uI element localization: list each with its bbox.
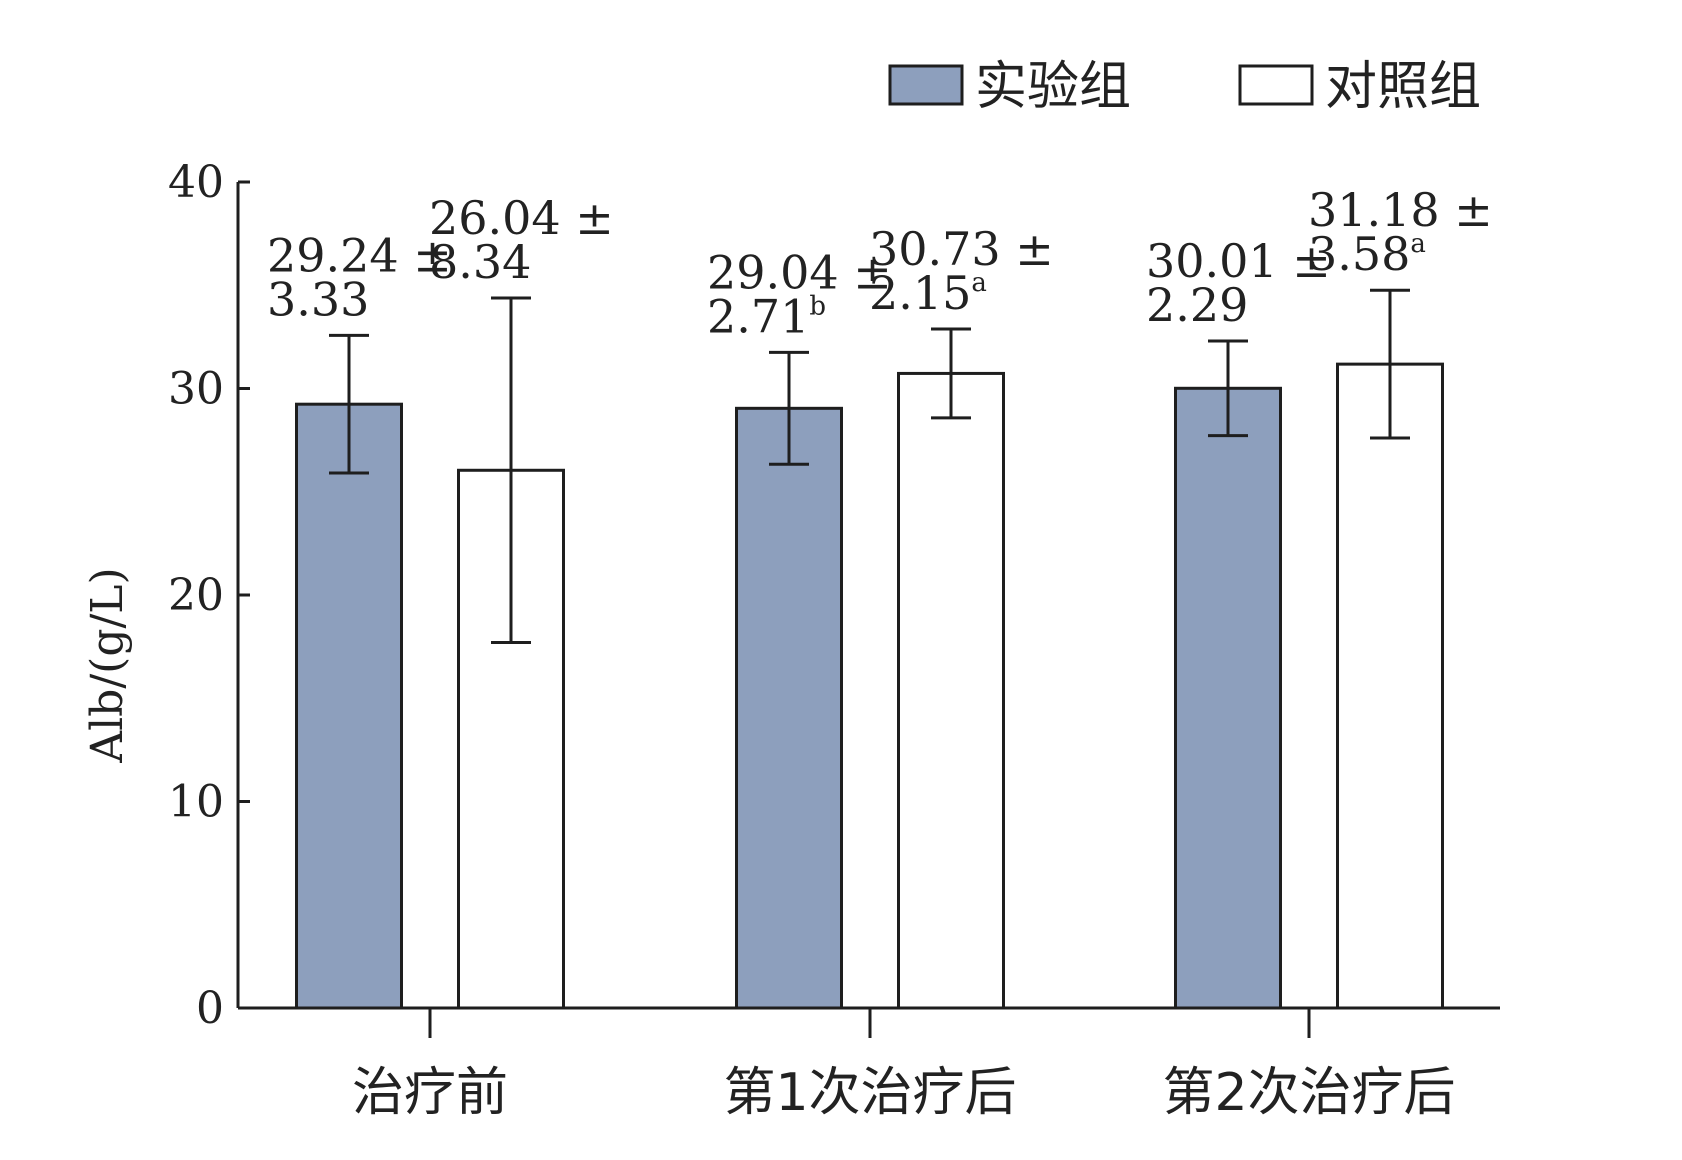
significance-marker: a bbox=[971, 268, 987, 298]
y-tick-label: 30 bbox=[168, 364, 224, 415]
data-label: 29.04 ± bbox=[707, 245, 892, 299]
x-tick-label: 治疗前 bbox=[352, 1063, 508, 1123]
legend: 实验组 对照组 bbox=[888, 57, 1481, 117]
significance-marker: a bbox=[1410, 229, 1426, 259]
data-label: 30.73 ± bbox=[869, 222, 1054, 276]
data-label: 2.71b bbox=[707, 289, 826, 343]
data-label: 31.18 ± bbox=[1308, 183, 1493, 237]
bar bbox=[1174, 386, 1282, 1010]
bar bbox=[295, 402, 403, 1010]
data-label: 26.04 ± bbox=[429, 191, 614, 245]
axes: 0 10 20 30 40 治疗前 第1次治疗后 第2次治疗后 bbox=[168, 157, 1500, 1123]
data-label: 8.34 bbox=[429, 235, 531, 289]
data-labels: 29.24 ±3.33 29.04 ±2.71b 30.01 ±2.29 26.04 … bbox=[267, 183, 1493, 343]
legend-swatch bbox=[1238, 64, 1314, 106]
data-label: 3.58a bbox=[1308, 227, 1426, 281]
data-label: 3.33 bbox=[267, 272, 369, 326]
legend-swatch bbox=[888, 64, 964, 106]
legend-label: 对照组 bbox=[1325, 57, 1481, 117]
data-label: 2.29 bbox=[1146, 278, 1248, 332]
legend-label: 实验组 bbox=[975, 57, 1131, 117]
bar bbox=[735, 406, 843, 1010]
data-label: 2.15a bbox=[869, 266, 987, 320]
y-axis-title: Alb/(g/L) bbox=[82, 567, 133, 763]
y-tick-label: 10 bbox=[168, 777, 224, 828]
bar bbox=[1336, 362, 1444, 1010]
x-tick-label: 第1次治疗后 bbox=[723, 1063, 1016, 1123]
y-tick-label: 40 bbox=[168, 157, 224, 208]
y-tick-label: 0 bbox=[196, 983, 224, 1034]
data-label: 30.01 ± bbox=[1146, 234, 1331, 288]
y-tick-label: 20 bbox=[168, 570, 224, 621]
significance-marker: b bbox=[809, 291, 826, 321]
bars bbox=[295, 288, 1444, 1010]
x-tick-label: 第2次治疗后 bbox=[1162, 1063, 1455, 1123]
data-label: 29.24 ± bbox=[267, 228, 452, 282]
bar bbox=[897, 371, 1005, 1010]
